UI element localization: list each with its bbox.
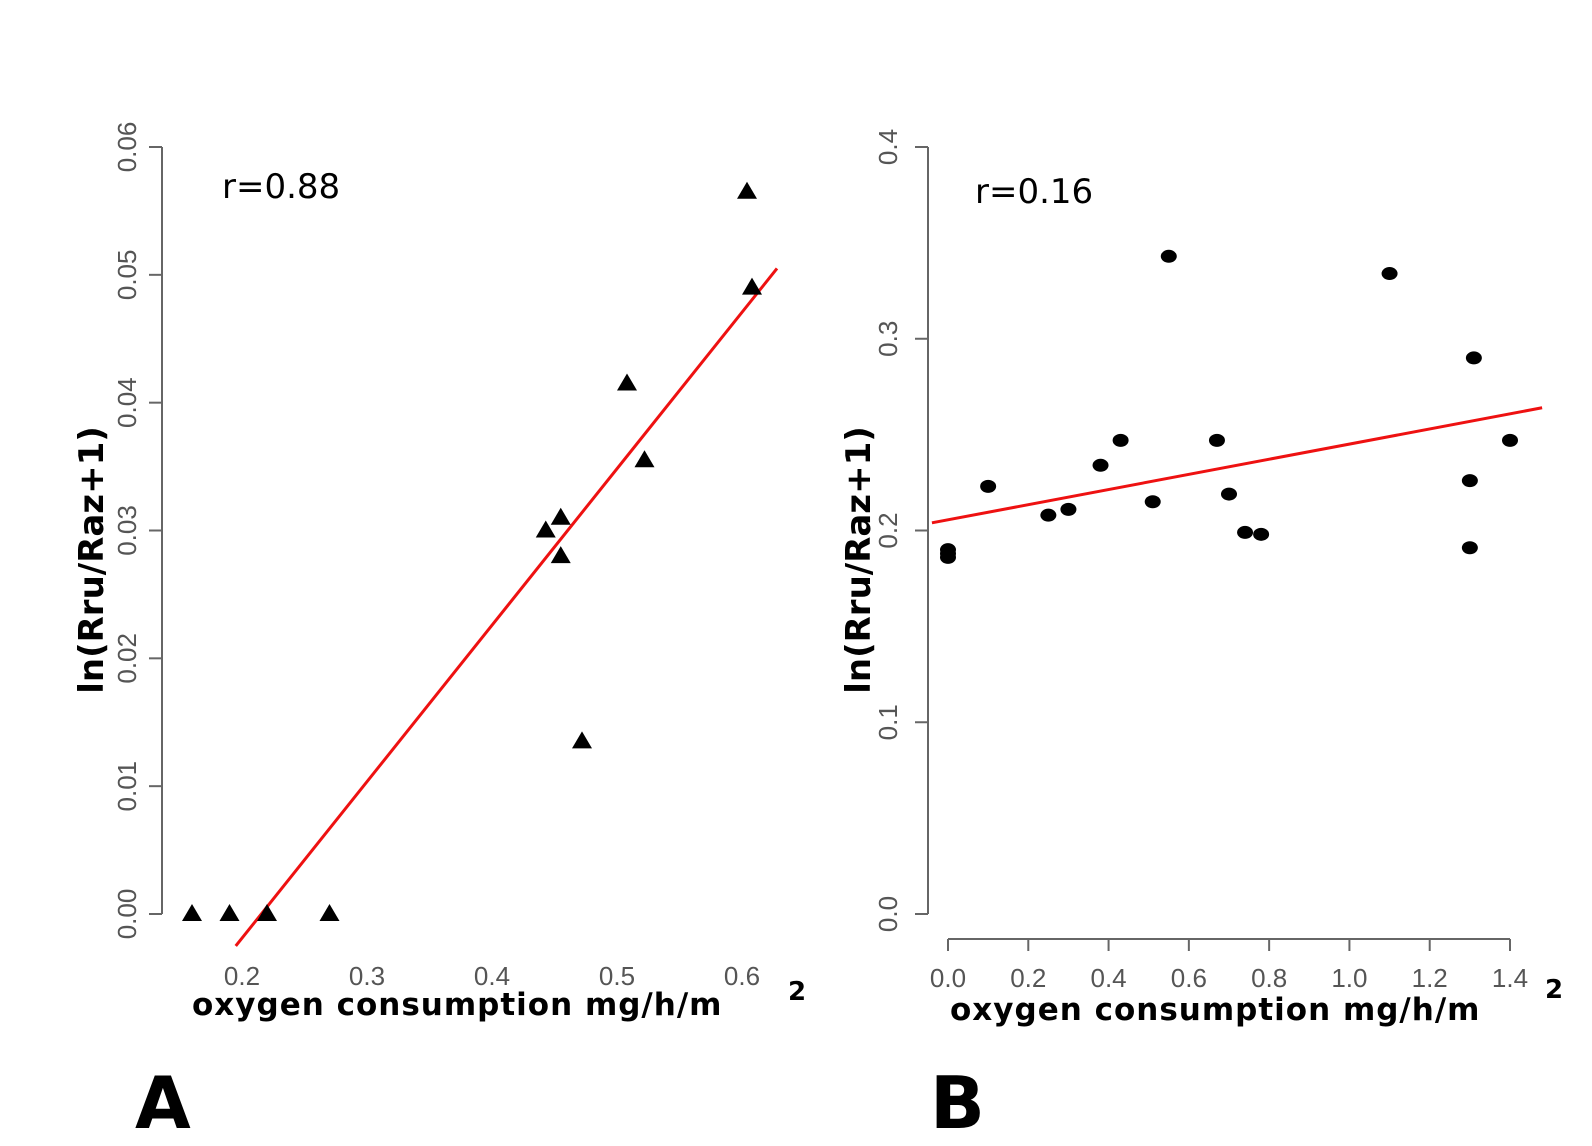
data-point bbox=[1461, 541, 1478, 555]
chart-a-annotation: r=0.88 bbox=[222, 167, 340, 207]
data-point bbox=[182, 904, 202, 921]
y-tick-label: 0.4 bbox=[873, 129, 903, 165]
data-point bbox=[550, 546, 571, 564]
x-tick-label: 0.4 bbox=[1090, 963, 1126, 993]
x-tick-label: 0.6 bbox=[1171, 963, 1207, 993]
y-tick-label: 0.06 bbox=[112, 122, 142, 173]
chart-b-ylabel: ln(Rru/Raz+1) bbox=[839, 426, 879, 694]
x-tick-label: 0.8 bbox=[1251, 963, 1287, 993]
data-point bbox=[550, 507, 571, 525]
chart-b-annotation: r=0.16 bbox=[975, 172, 1093, 212]
data-point bbox=[1381, 267, 1398, 281]
chart-a-xlabel: oxygen consumption mg/h/m bbox=[192, 987, 722, 1023]
x-tick-label: 0.2 bbox=[224, 961, 260, 991]
y-tick-label: 0.3 bbox=[873, 321, 903, 357]
chart-a-y-ticks: 0.00 0.01 0.02 0.03 0.04 0.05 0.06 bbox=[112, 122, 162, 940]
x-tick-label: 0.5 bbox=[599, 961, 635, 991]
data-point bbox=[940, 550, 956, 564]
x-tick-label: 0.3 bbox=[349, 961, 385, 991]
chart-b: 0.0 0.1 0.2 0.3 0.4 0.0 0.2 0.4 0.6 0.8 1.0 1.2 1.4… bbox=[839, 129, 1563, 1145]
data-point bbox=[737, 181, 757, 199]
x-tick-label: 0.4 bbox=[474, 961, 510, 991]
x-tick-label: 0.6 bbox=[724, 961, 760, 991]
y-tick-label: 0.1 bbox=[873, 704, 903, 740]
data-point bbox=[319, 904, 340, 921]
data-point bbox=[1461, 474, 1478, 488]
panel-label-a: A bbox=[135, 1061, 191, 1145]
y-tick-label: 0.2 bbox=[873, 512, 903, 548]
data-point bbox=[1465, 351, 1482, 365]
data-point bbox=[617, 373, 637, 391]
data-point bbox=[535, 520, 556, 538]
data-point bbox=[1160, 249, 1177, 263]
y-tick-label: 0.03 bbox=[112, 505, 142, 556]
y-tick-label: 0.04 bbox=[112, 377, 142, 428]
chart-b-y-ticks: 0.0 0.1 0.2 0.3 0.4 bbox=[873, 129, 928, 932]
y-tick-label: 0.0 bbox=[873, 896, 903, 932]
chart-a-ylabel: ln(Rru/Raz+1) bbox=[72, 426, 112, 694]
data-point bbox=[1221, 487, 1237, 501]
chart-b-xlabel: oxygen consumption mg/h/m bbox=[950, 992, 1480, 1028]
x-tick-label: 0.2 bbox=[1010, 963, 1046, 993]
chart-a-xlabel-superscript: 2 bbox=[788, 977, 806, 1007]
data-point bbox=[1112, 433, 1129, 447]
y-tick-label: 0.01 bbox=[112, 761, 142, 812]
y-tick-label: 0.00 bbox=[112, 889, 142, 940]
data-point bbox=[1208, 433, 1225, 447]
chart-a: 0.000.010.020.030.040.050.06 0.2 0.3 0.4 0.… bbox=[72, 122, 806, 1145]
chart-a-fit-line bbox=[234, 267, 779, 947]
data-point bbox=[1060, 502, 1077, 516]
data-point bbox=[219, 904, 240, 921]
data-point bbox=[980, 479, 997, 493]
data-point bbox=[1144, 495, 1161, 509]
data-point bbox=[1502, 433, 1518, 447]
chart-b-fit-line bbox=[931, 406, 1543, 525]
data-point bbox=[742, 277, 762, 295]
y-tick-label: 0.02 bbox=[112, 633, 142, 684]
data-point bbox=[1040, 508, 1057, 522]
chart-b-xlabel-superscript: 2 bbox=[1545, 975, 1563, 1005]
chart-a-x-ticks: 0.2 0.3 0.4 0.5 0.6 bbox=[224, 961, 760, 991]
data-point bbox=[1092, 458, 1109, 472]
y-tick-label: 0.05 bbox=[112, 250, 142, 301]
data-point bbox=[257, 904, 277, 921]
x-tick-label: 0.0 bbox=[930, 963, 966, 993]
panel-label-b: B bbox=[930, 1061, 985, 1145]
data-point bbox=[634, 450, 655, 468]
x-tick-label: 1.0 bbox=[1331, 963, 1367, 993]
chart-b-x-ticks: 0.0 0.2 0.4 0.6 0.8 1.0 1.2 1.4 bbox=[930, 939, 1528, 993]
x-tick-label: 1.4 bbox=[1492, 963, 1528, 993]
data-point bbox=[1237, 525, 1254, 539]
data-point bbox=[1253, 527, 1270, 541]
chart-b-points bbox=[940, 249, 1518, 564]
x-tick-label: 1.2 bbox=[1412, 963, 1448, 993]
chart-a-points bbox=[182, 181, 762, 921]
data-point bbox=[572, 731, 592, 749]
